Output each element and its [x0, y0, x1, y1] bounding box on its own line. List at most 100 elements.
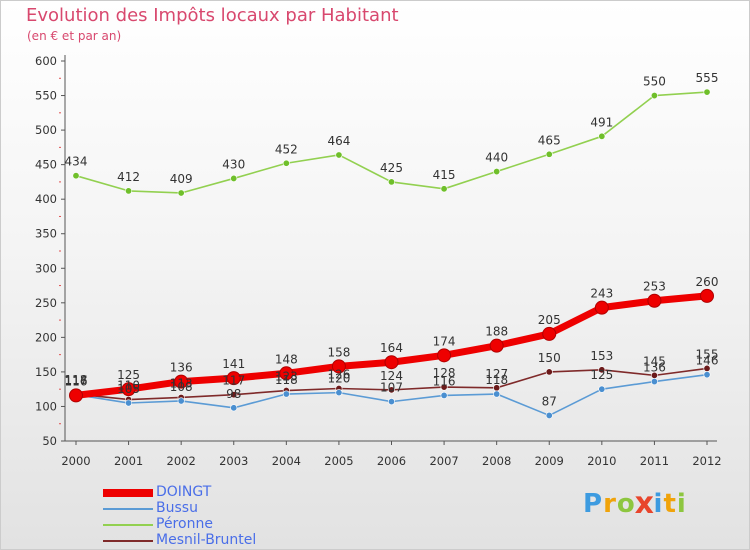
data-point — [335, 389, 343, 397]
legend-label: DOINGT — [156, 484, 212, 500]
data-point — [594, 300, 609, 315]
data-label: 125 — [590, 368, 613, 382]
data-label: 155 — [696, 347, 719, 361]
y-tick-label: 400 — [35, 192, 57, 206]
data-label: 440 — [485, 151, 508, 165]
x-tick-label: 2009 — [535, 454, 564, 468]
y-tick-label: 550 — [35, 89, 57, 103]
logo-letter: x — [634, 486, 655, 522]
x-tick-label: 2012 — [692, 454, 721, 468]
data-point — [230, 391, 238, 399]
data-label: 412 — [117, 170, 140, 184]
data-point — [331, 359, 346, 374]
legend-label: Mesnil-Bruntel — [156, 532, 257, 548]
data-point — [493, 390, 501, 398]
data-point — [545, 150, 553, 158]
data-label: 253 — [643, 280, 666, 294]
data-label: 117 — [222, 374, 245, 388]
data-label: 107 — [380, 381, 403, 395]
data-point — [598, 132, 606, 140]
x-tick-label: 2005 — [324, 454, 353, 468]
data-label: 98 — [226, 387, 241, 401]
data-point — [647, 293, 662, 308]
data-label: 434 — [65, 155, 88, 169]
x-tick-label: 2003 — [219, 454, 248, 468]
x-tick-label: 2008 — [482, 454, 511, 468]
legend-swatch — [103, 508, 153, 510]
data-label: 113 — [170, 376, 193, 390]
data-point — [703, 88, 711, 96]
y-tick-label: 50 — [42, 434, 57, 448]
data-point — [387, 386, 395, 394]
x-tick-label: 2007 — [429, 454, 458, 468]
legend-swatch — [103, 524, 153, 526]
data-point — [545, 368, 553, 376]
data-point — [72, 172, 80, 180]
data-label: 464 — [327, 134, 350, 148]
data-label: 116 — [65, 374, 88, 388]
data-label: 127 — [485, 367, 508, 381]
data-point — [545, 411, 553, 419]
data-label: 188 — [485, 325, 508, 339]
data-point — [121, 382, 136, 397]
data-point — [226, 371, 241, 386]
data-point — [598, 366, 606, 374]
data-point — [279, 366, 294, 381]
data-label: 452 — [275, 142, 298, 156]
data-label: 105 — [117, 382, 140, 396]
x-tick-label: 2000 — [61, 454, 90, 468]
data-point — [489, 338, 504, 353]
proxiti-logo: Proxiti — [583, 486, 687, 522]
data-label: 164 — [380, 341, 403, 355]
data-label: 430 — [222, 157, 245, 171]
data-label: 260 — [696, 275, 719, 289]
logo-letter: t — [663, 489, 677, 519]
y-tick-label: 250 — [35, 296, 57, 310]
data-point — [437, 348, 452, 363]
x-tick-label: 2011 — [640, 454, 669, 468]
data-label: 120 — [327, 372, 350, 386]
data-point — [177, 189, 185, 197]
data-point — [177, 397, 185, 405]
x-tick-label: 2001 — [114, 454, 143, 468]
data-label: 465 — [538, 133, 561, 147]
data-label: 126 — [327, 367, 350, 381]
x-tick-label: 2004 — [272, 454, 301, 468]
data-label: 205 — [538, 313, 561, 327]
y-tick-label: 100 — [35, 399, 57, 413]
data-label: 118 — [65, 373, 88, 387]
x-tick-label: 2006 — [377, 454, 406, 468]
data-point — [650, 92, 658, 100]
data-point — [282, 159, 290, 167]
chart-title: Evolution des Impôts locaux par Habitant — [26, 5, 399, 26]
data-point — [700, 288, 714, 303]
data-label: 243 — [590, 287, 613, 301]
data-point — [650, 378, 658, 386]
data-label: 550 — [643, 75, 666, 89]
y-tick-label: 600 — [35, 54, 57, 68]
data-label: 158 — [327, 345, 350, 359]
data-label: 87 — [542, 394, 557, 408]
data-label: 125 — [117, 368, 140, 382]
data-label: 136 — [643, 361, 666, 375]
data-point — [387, 178, 395, 186]
logo-letter: r — [603, 489, 617, 519]
data-point — [384, 355, 399, 370]
data-label: 123 — [275, 370, 298, 384]
logo-letter: P — [583, 489, 604, 519]
x-tick-label: 2010 — [587, 454, 616, 468]
legend-swatch — [103, 540, 153, 542]
x-tick-label: 2002 — [167, 454, 196, 468]
data-point — [230, 174, 238, 182]
data-point — [440, 185, 448, 193]
data-label: 108 — [170, 380, 193, 394]
logo-letter: i — [653, 489, 664, 519]
data-label: 116 — [433, 374, 456, 388]
data-label: 110 — [117, 379, 140, 393]
data-label: 128 — [433, 366, 456, 380]
data-label: 174 — [433, 334, 456, 348]
data-point — [387, 398, 395, 406]
data-label: 415 — [433, 168, 456, 182]
